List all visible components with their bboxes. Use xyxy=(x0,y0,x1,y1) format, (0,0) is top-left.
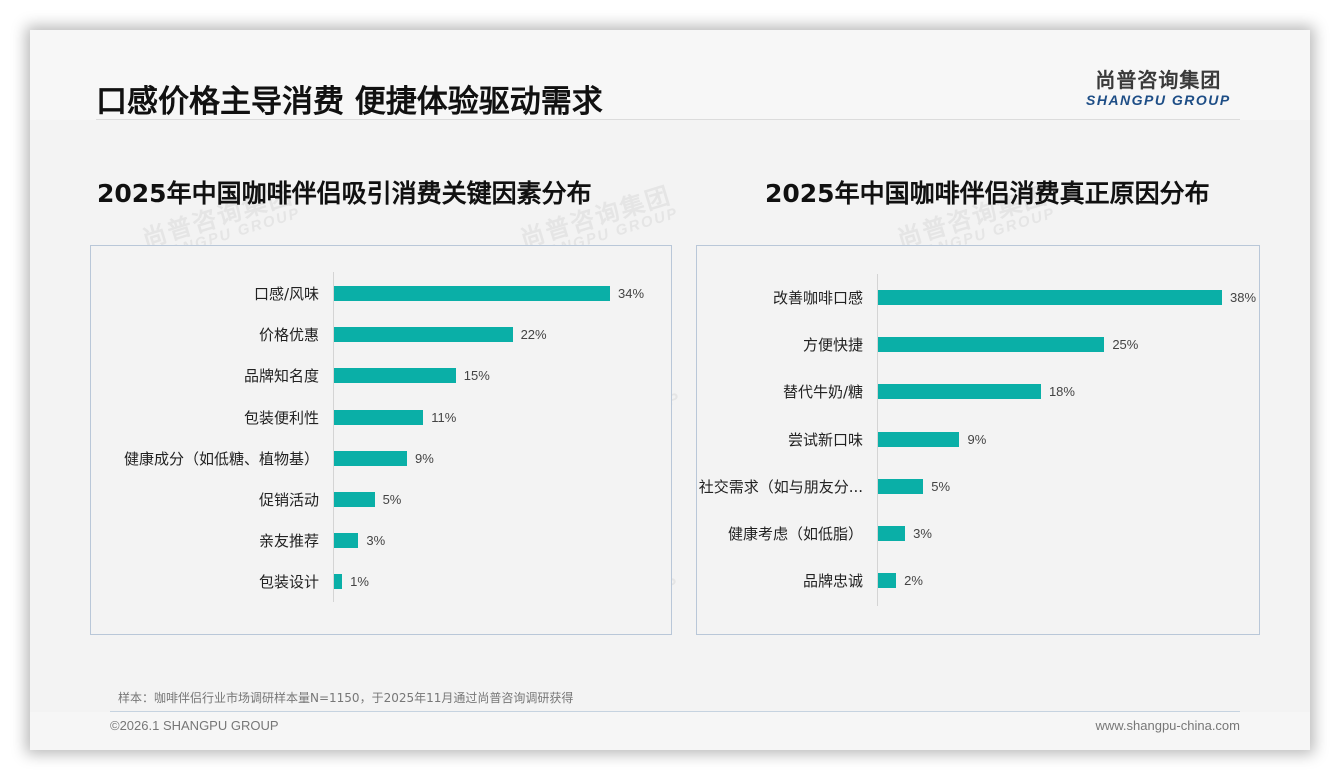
category-label: 包装设计 xyxy=(258,573,319,592)
category-label: 品牌知名度 xyxy=(243,367,319,386)
sample-footnote: 样本：咖啡伴侣行业市场调研样本量N=1150，于2025年11月通过尚普咨询调研… xyxy=(118,691,574,705)
bar-row: 改善咖啡口感 xyxy=(697,289,877,307)
logo-cn-text: 尚普咨询集团 xyxy=(1095,68,1222,92)
bar-row: 品牌忠诚 xyxy=(697,572,877,591)
data-bar xyxy=(878,337,1105,353)
value-label: 25% xyxy=(1112,337,1139,353)
data-bar xyxy=(334,286,610,301)
data-bar xyxy=(878,431,960,447)
category-label: 促销活动 xyxy=(258,491,319,509)
bar-row: 健康考虑（如低脂） xyxy=(697,525,877,543)
data-bar xyxy=(878,478,924,494)
data-bar xyxy=(878,573,897,589)
chart-left: 口感/风味 34% 价格优惠 22% 品牌知名度 15% 包装便利性 11% 健康成分（如低糖、… xyxy=(90,245,672,635)
data-bar xyxy=(334,492,375,507)
value-label: 38% xyxy=(1230,290,1257,305)
category-label: 价格优惠 xyxy=(258,326,319,345)
data-bar xyxy=(878,384,1041,400)
bar-row: 价格优惠 xyxy=(91,326,333,345)
category-label: 健康考虑（如低脂） xyxy=(727,525,863,543)
category-label: 方便快捷 xyxy=(802,336,863,355)
category-axis xyxy=(333,272,334,602)
category-label: 尝试新口味 xyxy=(787,430,863,449)
value-label: 5% xyxy=(931,478,951,494)
footer-divider xyxy=(110,711,1240,712)
page-title: 口感价格主导消费 便捷体验驱动需求 xyxy=(96,84,603,120)
data-bar xyxy=(878,290,1222,305)
title-divider xyxy=(96,119,1240,120)
value-label: 2% xyxy=(904,573,923,589)
bar-row: 包装便利性 xyxy=(91,408,333,427)
category-label: 口感/风味 xyxy=(253,285,319,303)
website-link[interactable]: www.shangpu-china.com xyxy=(1095,718,1240,733)
category-label: 社交需求（如与朋友分... xyxy=(698,477,863,496)
bar-row: 亲友推荐 xyxy=(91,532,333,551)
bar-row: 包装设计 xyxy=(91,573,333,592)
footer-band xyxy=(30,712,1310,750)
bar-row: 品牌知名度 xyxy=(91,367,333,386)
data-bar xyxy=(334,409,424,425)
company-logo: 尚普咨询集团 SHANGPU GROUP xyxy=(1086,64,1231,108)
bar-row: 健康成分（如低糖、植物基） xyxy=(91,449,333,468)
data-bar xyxy=(334,450,408,466)
logo-en-text: SHANGPU GROUP xyxy=(1086,92,1231,108)
bar-row: 尝试新口味 xyxy=(697,430,877,449)
value-label: 1% xyxy=(350,574,369,590)
value-label: 22% xyxy=(520,327,547,343)
value-label: 11% xyxy=(431,409,457,425)
bar-row: 口感/风味 xyxy=(91,285,333,303)
category-label: 品牌忠诚 xyxy=(802,572,863,591)
category-label: 替代牛奶/糖 xyxy=(782,383,863,402)
category-label: 健康成分（如低糖、植物基） xyxy=(123,449,319,468)
data-bar xyxy=(334,327,513,343)
data-bar xyxy=(878,526,906,541)
slide: 口感价格主导消费 便捷体验驱动需求 尚普咨询集团 SHANGPU GROUP 尚… xyxy=(30,30,1310,750)
chart-title-right: 2025年中国咖啡伴侣消费真正原因分布 xyxy=(765,179,1210,208)
value-label: 34% xyxy=(618,286,645,301)
category-label: 改善咖啡口感 xyxy=(772,289,863,307)
value-label: 3% xyxy=(366,533,386,549)
data-bar xyxy=(334,574,343,590)
category-label: 包装便利性 xyxy=(243,408,319,427)
value-label: 18% xyxy=(1048,384,1075,400)
chart-right: 改善咖啡口感 38% 方便快捷 25% 替代牛奶/糖 18% 尝试新口味 9% 社交需求（如与朋… xyxy=(696,245,1260,635)
bar-row: 社交需求（如与朋友分... xyxy=(697,477,877,496)
category-axis xyxy=(877,274,878,606)
chart-title-left: 2025年中国咖啡伴侣吸引消费关键因素分布 xyxy=(97,179,592,208)
header-band xyxy=(30,30,1310,120)
value-label: 5% xyxy=(382,492,402,507)
value-label: 3% xyxy=(913,526,932,541)
copyright-text: ©2026.1 SHANGPU GROUP xyxy=(110,718,279,733)
category-label: 亲友推荐 xyxy=(258,532,319,551)
data-bar xyxy=(334,533,359,549)
value-label: 15% xyxy=(463,368,490,384)
value-label: 9% xyxy=(967,431,987,447)
value-label: 9% xyxy=(415,450,434,466)
bar-row: 方便快捷 xyxy=(697,336,877,355)
bar-row: 替代牛奶/糖 xyxy=(697,383,877,402)
data-bar xyxy=(334,368,456,384)
bar-row: 促销活动 xyxy=(91,491,333,509)
